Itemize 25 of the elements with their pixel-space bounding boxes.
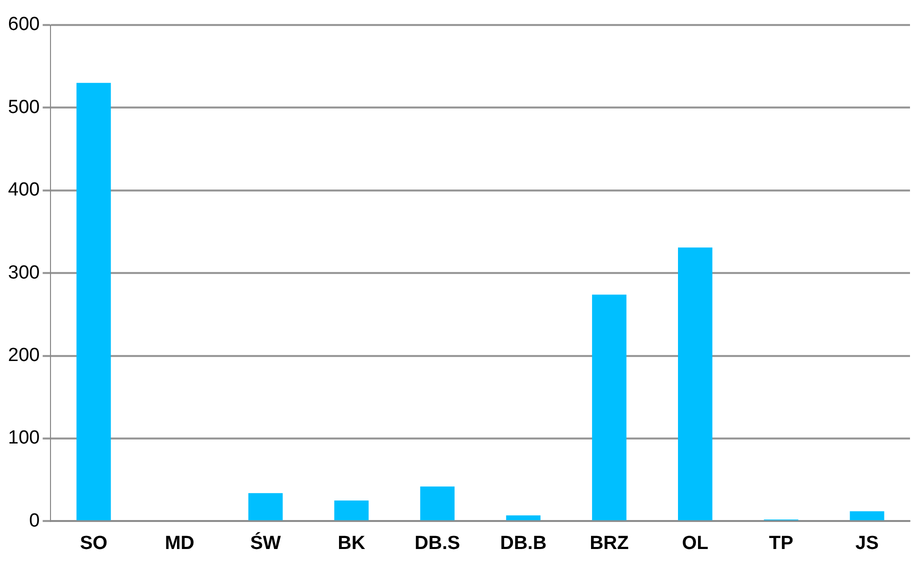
bar	[248, 493, 283, 520]
bar	[334, 500, 369, 520]
x-tick-label: BK	[338, 532, 366, 554]
y-tick-label: 200	[8, 345, 40, 366]
y-tick-label: 100	[8, 428, 40, 449]
x-tick-label: BRZ	[590, 532, 630, 554]
x-tick-label: TP	[768, 532, 794, 554]
bar	[678, 247, 712, 520]
bar	[592, 294, 626, 520]
bar	[506, 515, 540, 520]
y-tick-label: 500	[8, 96, 40, 118]
x-tick-label: SO	[80, 532, 108, 554]
x-tick-label: ŚW	[250, 532, 281, 554]
y-tick-label: 300	[8, 262, 40, 284]
x-tick-label: MD	[164, 532, 194, 554]
x-tick-label: JS	[855, 532, 879, 554]
x-tick-label: DB.B	[500, 532, 547, 554]
y-tick-label: 0	[29, 510, 40, 532]
y-tick-label: 400	[8, 180, 40, 201]
bar	[76, 82, 111, 520]
x-tick-label: DB.S	[414, 532, 460, 554]
bar	[850, 511, 884, 520]
bar	[420, 486, 455, 520]
y-tick-label: 600	[8, 14, 40, 36]
x-tick-label: OL	[682, 532, 709, 554]
